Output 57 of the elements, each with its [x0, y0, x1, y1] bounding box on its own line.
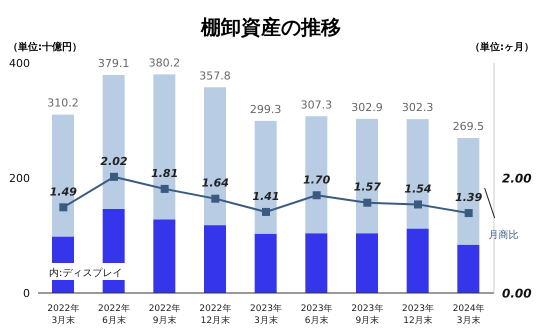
total-label: 302.3	[402, 101, 434, 114]
total-label: 269.5	[452, 120, 484, 134]
x-tick-label: 2022年 6月末	[98, 303, 130, 326]
data-label: 1.81	[151, 166, 178, 180]
bar	[406, 228, 429, 293]
point	[110, 172, 118, 181]
y-tick-label: 400	[9, 56, 30, 70]
point	[59, 203, 68, 212]
bar	[153, 74, 176, 220]
x-tick-label: 2023年 3月末	[250, 303, 282, 326]
y-tick-label: 0	[23, 286, 30, 300]
total-label: 310.2	[47, 96, 79, 110]
point	[312, 191, 321, 200]
bar	[305, 233, 328, 293]
data-label: 1.70	[303, 173, 331, 186]
text: 月商比	[488, 229, 519, 242]
total-label: 379.1	[98, 57, 130, 70]
x-tick-label: 2022年 12月末	[199, 303, 232, 326]
bar	[204, 225, 226, 293]
bar	[153, 219, 176, 293]
x-tick-label: 2022年 9月末	[148, 303, 181, 326]
point	[262, 208, 270, 216]
bar	[406, 119, 429, 229]
point	[464, 209, 473, 218]
bar	[102, 75, 125, 210]
bar	[254, 234, 277, 293]
x-tick-label: 2023年 6月末	[300, 303, 333, 326]
point	[211, 194, 220, 203]
x-tick-label: 2023年 12月末	[402, 303, 434, 326]
x-tick-label: 2024年 3月末	[452, 303, 485, 326]
bar	[356, 233, 378, 293]
data-label: 1.41	[252, 190, 280, 203]
data-label: 1.57	[354, 180, 382, 194]
data-label: 1.54	[404, 182, 432, 196]
point	[363, 198, 372, 207]
total-label: 307.3	[300, 98, 332, 112]
y2-tick-label: 0.00	[502, 286, 532, 300]
total-label: 299.3	[250, 102, 282, 116]
y-axis-title: （単位:十億円）	[8, 40, 82, 54]
y2-axis-title: （単位:ヶ月）	[470, 40, 534, 54]
point	[414, 200, 422, 208]
bar	[457, 244, 480, 293]
data-label: 1.49	[50, 185, 78, 198]
x-tick-label: 2022年 3月末	[47, 303, 80, 326]
data-label: 2.02	[100, 154, 128, 168]
series-label: 内:ディスプレイ	[49, 267, 122, 279]
data-label: 1.39	[455, 191, 483, 204]
point	[160, 184, 169, 193]
chart-title: 棚卸資産の推移	[200, 14, 342, 41]
bar	[254, 120, 277, 234]
data-label: 1.64	[202, 176, 229, 190]
y2-tick-label: 2.00	[502, 171, 532, 186]
total-label: 302.9	[351, 100, 383, 114]
x-tick-label: 2023年 9月末	[351, 303, 384, 326]
total-label: 380.2	[148, 56, 180, 70]
total-label: 357.8	[199, 69, 231, 82]
y-tick-label: 200	[9, 172, 30, 185]
